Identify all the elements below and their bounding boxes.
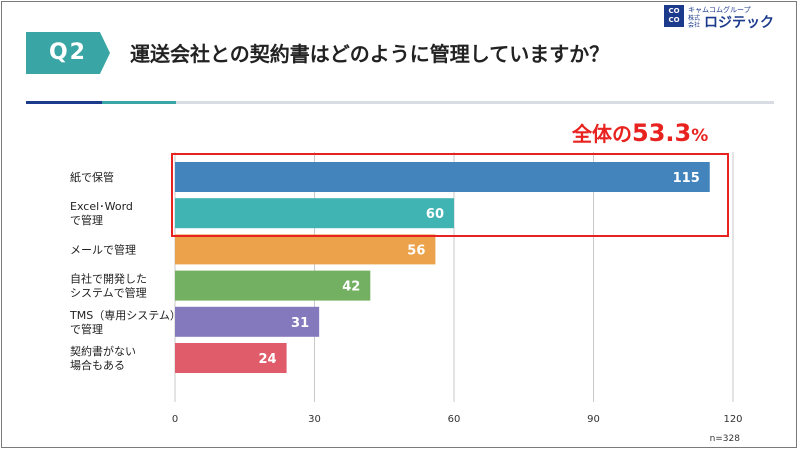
highlight-prefix: 全体の xyxy=(572,122,632,146)
category-label: メールで管理 xyxy=(70,242,136,256)
header-rule-teal xyxy=(102,101,176,104)
x-tick-label: 30 xyxy=(308,414,321,425)
category-label: 場合もある xyxy=(70,358,125,372)
bar xyxy=(175,198,454,229)
page-title: 運送会社との契約書はどのように管理していますか？ xyxy=(130,42,610,66)
bar-value-label: 24 xyxy=(259,352,277,367)
logo-mark-icon: CO CO xyxy=(664,5,684,27)
bar-value-label: 115 xyxy=(673,171,700,186)
highlight-box xyxy=(171,153,729,237)
bar xyxy=(175,343,287,373)
header-rule-dark xyxy=(26,101,102,104)
x-tick-label: 120 xyxy=(723,414,742,425)
category-label: 自社で開発した xyxy=(70,272,147,286)
company-logo: CO CO キャムコムグループ 株式会社 ロジテック xyxy=(664,5,792,31)
category-label: で管理 xyxy=(70,213,103,227)
category-label: Excel･Word xyxy=(70,200,133,213)
x-tick-label: 0 xyxy=(172,414,178,425)
logo-small-text: 株式会社 xyxy=(688,15,701,29)
bar xyxy=(175,270,371,301)
category-label: 紙で保管 xyxy=(70,170,114,184)
highlight-suffix: % xyxy=(691,126,709,146)
category-label: システムで管理 xyxy=(70,286,147,300)
bar-value-label: 42 xyxy=(342,280,360,295)
question-badge: Q2 xyxy=(26,32,110,74)
header-rule-light xyxy=(176,101,774,104)
bar xyxy=(175,306,320,337)
category-label: で管理 xyxy=(70,322,103,336)
highlight-number: 53.3 xyxy=(632,119,692,147)
bar-value-label: 56 xyxy=(407,243,425,258)
category-label: TMS（専用システム） xyxy=(69,309,181,322)
logo-mark-line2: CO xyxy=(668,16,680,24)
logo-main-text: ロジテック xyxy=(704,15,774,31)
bar xyxy=(175,234,436,265)
logo-group-text: キャムコムグループ xyxy=(688,6,751,14)
x-tick-label: 90 xyxy=(587,414,600,425)
logo-mark-line1: CO xyxy=(668,7,680,15)
bar-value-label: 31 xyxy=(291,316,309,331)
bar xyxy=(175,162,710,192)
sample-size-note: n=328 xyxy=(710,434,741,444)
category-label: 契約書がない xyxy=(70,344,136,358)
bar-value-label: 60 xyxy=(426,207,444,222)
x-tick-label: 60 xyxy=(448,414,461,425)
highlight-label: 全体の53.3% xyxy=(572,118,708,147)
